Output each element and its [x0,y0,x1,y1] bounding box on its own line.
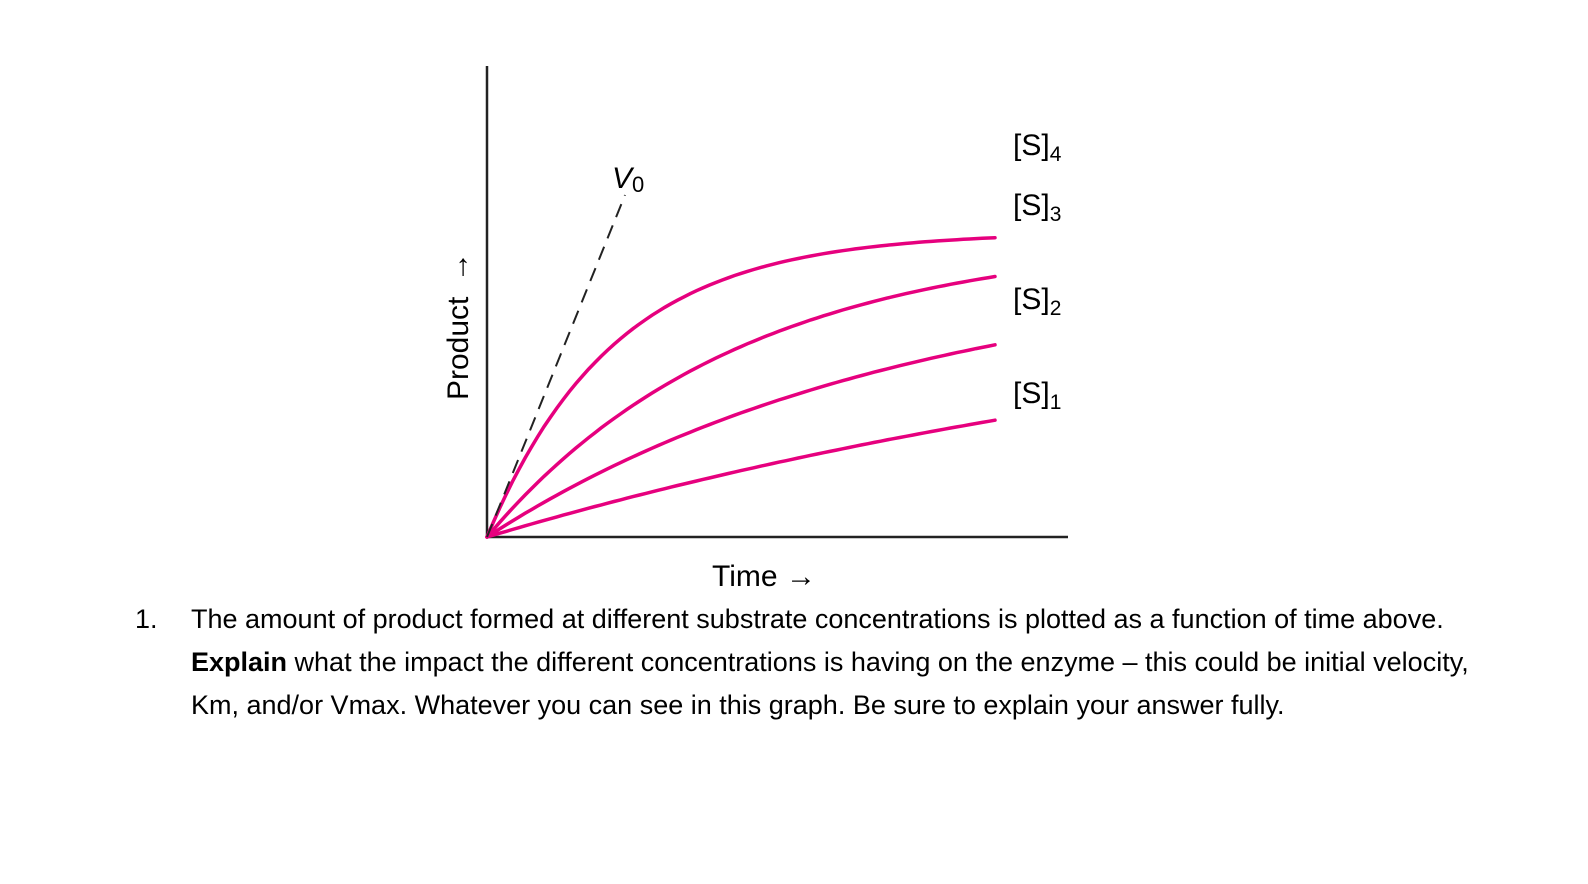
series-line-2 [485,274,997,539]
v0-label: V0 [612,162,644,197]
series-line-3 [485,343,997,539]
question-text-after: what the impact the different concentrat… [191,647,1469,720]
question-bold-word: Explain [191,647,288,677]
question-text-before: The amount of product formed at differen… [191,604,1444,634]
y-axis-arrow: → [442,252,475,282]
series-line-1 [485,235,997,539]
x-axis-arrow: → [786,560,816,593]
y-axis-label-group: Product → [442,252,475,400]
x-axis-label: Time [712,560,778,593]
series-label-2: [S]3 [1013,189,1061,226]
series-line-4 [485,418,997,539]
y-axis-label: Product [442,296,475,400]
question-number: 1. [135,604,158,634]
v0-tangent-line [486,194,626,538]
series-label-1: [S]4 [1013,129,1062,166]
curves-group [485,194,997,539]
question-text: The amount of product formed at differen… [191,598,1491,727]
series-label-3: [S]2 [1013,283,1061,320]
series-label-4: [S]1 [1013,377,1061,414]
product-time-chart: [S]4 [S]3 [S]2 [S]1 V0 Time → Product → [442,66,1068,593]
